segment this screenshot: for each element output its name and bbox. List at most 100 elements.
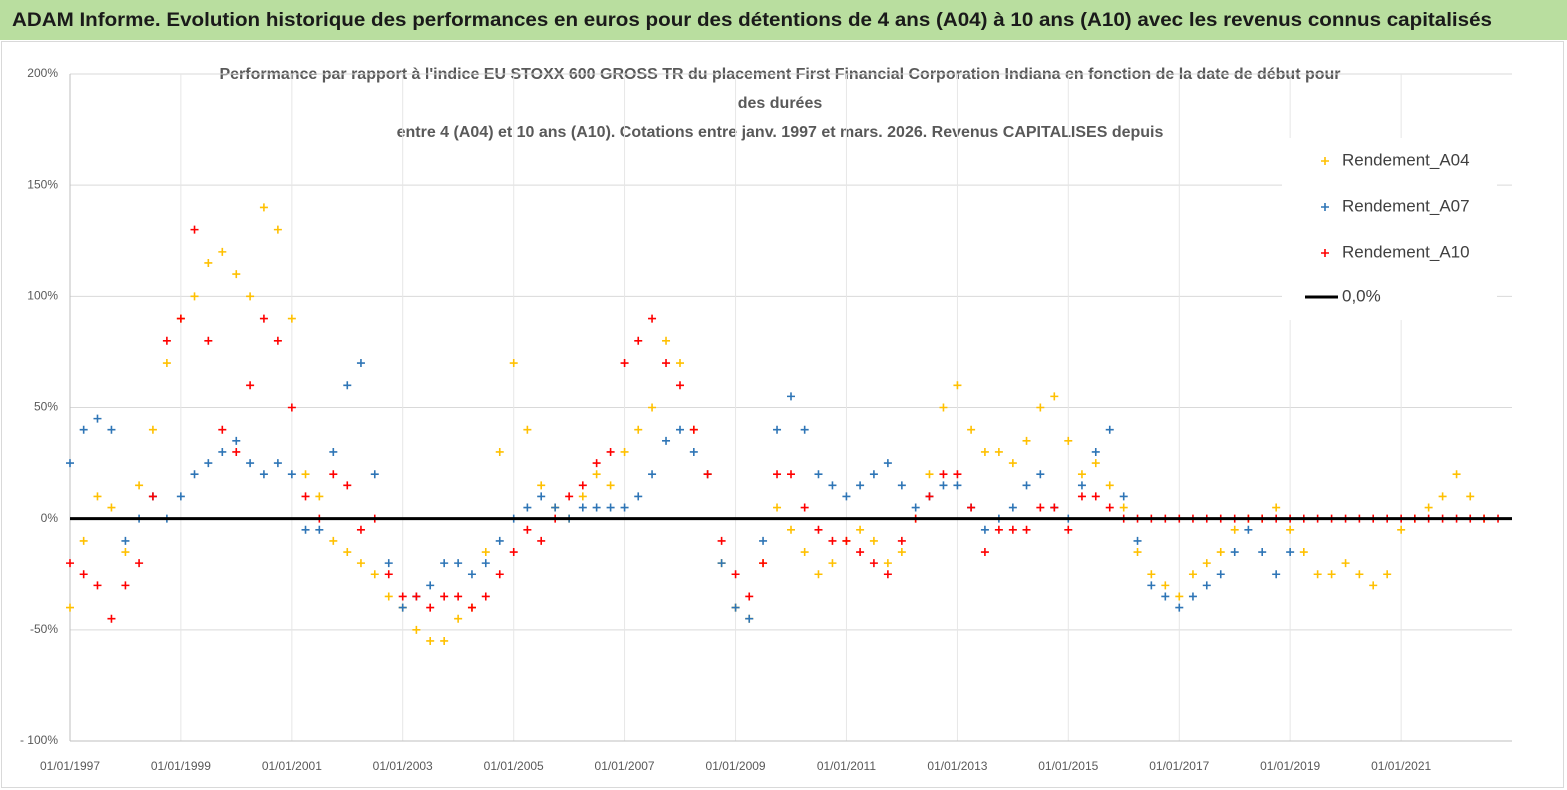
data-point [1091,459,1100,468]
data-point [759,559,768,568]
data-point [467,603,476,612]
y-tick-label: 0% [41,511,59,525]
data-point [731,570,740,579]
data-point [578,503,587,512]
data-point [1244,525,1253,534]
legend-label: Rendement_A04 [1342,150,1470,169]
data-point [246,381,255,390]
data-point [481,559,490,568]
data-point [967,425,976,434]
data-point [1258,548,1267,557]
data-point [648,314,657,323]
data-point [426,636,435,645]
data-point [1272,503,1281,512]
data-point [1133,536,1142,545]
data-point [1022,481,1031,490]
data-point [190,292,199,301]
data-point [1299,548,1308,557]
data-point [620,447,629,456]
data-point [301,525,310,534]
data-point [467,570,476,579]
data-point [773,503,782,512]
data-point [980,548,989,557]
data-point [606,503,615,512]
data-point [1369,581,1378,590]
data-point [620,359,629,368]
x-tick-label: 01/01/2017 [1149,759,1209,773]
data-point [1064,436,1073,445]
data-point [703,470,712,479]
x-tick-label: 01/01/1999 [151,759,211,773]
data-point [551,503,560,512]
data-point [953,381,962,390]
data-point [121,536,130,545]
data-point [717,536,726,545]
data-point [814,525,823,534]
data-point [93,414,102,423]
data-point [1397,525,1406,534]
legend-symbol [1321,249,1329,257]
data-point [675,425,684,434]
data-point [1466,492,1475,501]
data-point [370,570,379,579]
data-point [356,359,365,368]
data-point [259,203,268,212]
x-tick-label: 01/01/2011 [817,759,876,773]
data-point [107,614,116,623]
data-point [925,492,934,501]
data-point [481,592,490,601]
data-point [606,447,615,456]
data-point [246,292,255,301]
data-point [1147,570,1156,579]
data-point [828,536,837,545]
data-point [398,603,407,612]
x-tick-label: 01/01/2005 [484,759,544,773]
data-point [787,470,795,479]
data-point [1230,548,1239,557]
data-point [232,447,241,456]
data-point [828,559,837,568]
data-point [79,570,88,579]
data-point [1119,492,1128,501]
data-point [412,625,421,634]
data-point [121,548,130,557]
data-point [232,436,241,445]
data-point [828,481,837,490]
data-point [814,470,823,479]
data-point [66,559,74,568]
data-point [259,314,268,323]
data-point [162,359,171,368]
data-point [675,359,684,368]
data-point [565,492,574,501]
data-point [911,503,920,512]
data-point [287,403,296,412]
chart-title: Performance par rapport à l'indice EU ST… [219,66,1340,83]
data-point [980,447,989,456]
data-point [842,536,851,545]
data-point [800,425,809,434]
chart-title: entre 4 (A04) et 10 ans (A10). Cotations… [397,124,1164,141]
x-tick-label: 01/01/2001 [262,759,322,773]
data-point [1077,470,1086,479]
data-point [1272,570,1281,579]
data-point [897,536,906,545]
data-point [273,336,282,345]
data-point [1036,470,1045,479]
data-point [301,492,310,501]
data-point [897,548,906,557]
data-point [773,470,782,479]
data-point [1424,503,1433,512]
data-point [1022,436,1031,445]
data-point [454,614,463,623]
x-tick-label: 01/01/2019 [1260,759,1320,773]
data-point [440,592,449,601]
data-point [592,503,601,512]
data-point [246,459,255,468]
data-point [107,503,116,512]
y-tick-label: 200% [27,66,58,80]
data-point [1175,592,1184,601]
data-point [787,392,795,401]
data-point [412,592,421,601]
data-point [1286,548,1295,557]
data-point [495,536,504,545]
